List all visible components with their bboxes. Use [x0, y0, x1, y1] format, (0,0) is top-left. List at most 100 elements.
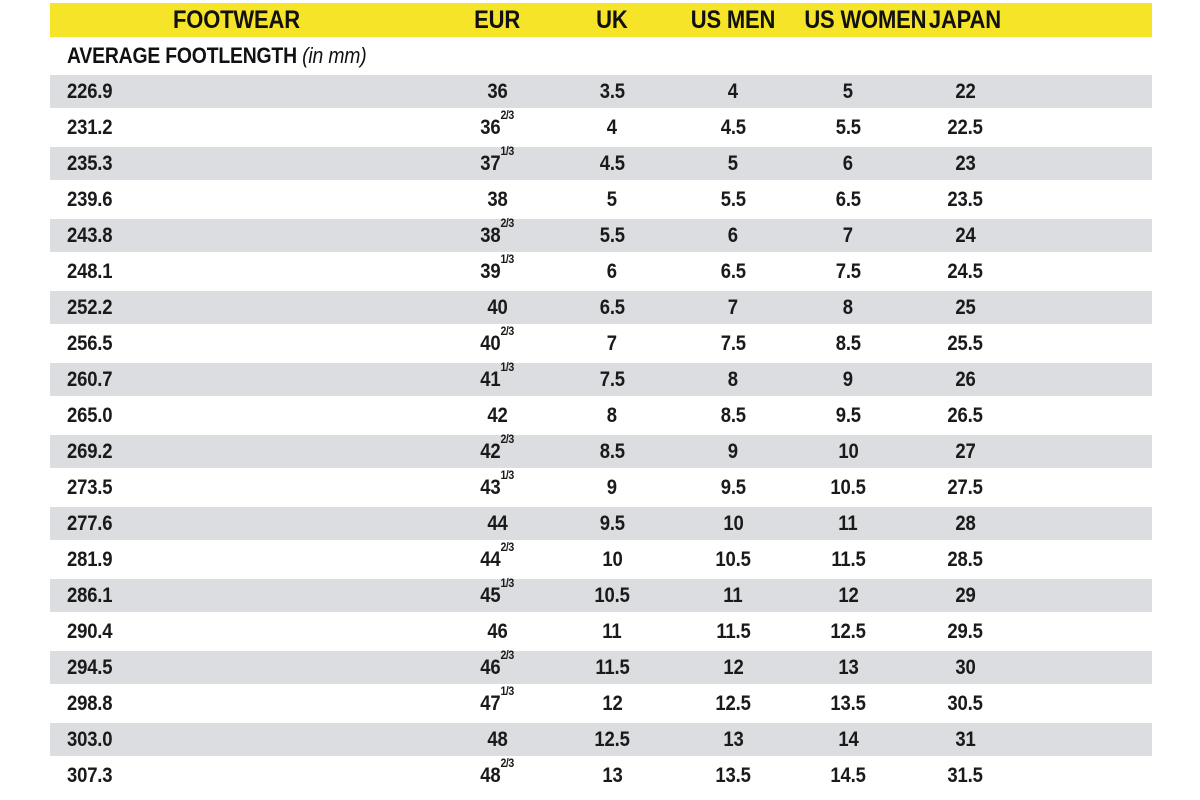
footlength-value: 265.0 — [67, 404, 113, 427]
cell-uk: 4.5 — [554, 147, 670, 183]
cell-us-women: 7 — [796, 219, 900, 255]
us-men-value: 12 — [722, 656, 744, 679]
cell-footlength: 307.3 — [50, 759, 440, 795]
eur-value: 36 — [480, 116, 501, 139]
cell-eur: 371/3 — [440, 145, 554, 183]
cell-us-men: 9.5 — [670, 471, 796, 507]
cell-us-men: 13 — [670, 723, 796, 759]
cell-us-men: 7.5 — [670, 327, 796, 363]
cell-japan: 29 — [900, 579, 1030, 615]
table-row: 290.4 46 11 11.5 12.5 29.5 — [50, 615, 1152, 651]
us-women-value: 13 — [837, 656, 859, 679]
cell-japan: 31.5 — [900, 759, 1030, 795]
footlength-value: 273.5 — [67, 476, 113, 499]
column-header-us-women: US WOMEN — [796, 3, 927, 37]
eur-value: 44 — [480, 548, 501, 571]
cell-eur: 46 — [440, 615, 554, 651]
footlength-value: 281.9 — [67, 548, 113, 571]
cell-filler — [1030, 723, 1152, 759]
us-men-value: 10.5 — [715, 548, 751, 571]
us-women-value: 9.5 — [835, 404, 861, 427]
uk-value: 7.5 — [599, 368, 625, 391]
eur-value: 42 — [480, 440, 501, 463]
eur-value: 45 — [480, 584, 501, 607]
cell-japan: 24 — [900, 219, 1030, 255]
header-row: FOOTWEAR EUR UK US MEN US WOMEN JAPAN — [50, 3, 1152, 37]
cell-footlength: 269.2 — [50, 435, 440, 471]
us-women-value: 14 — [837, 728, 859, 751]
cell-footlength: 252.2 — [50, 291, 440, 327]
eur-fraction: 1/3 — [500, 576, 514, 590]
us-women-value: 6 — [842, 152, 854, 175]
cell-uk: 11 — [554, 615, 670, 651]
footwear-size-chart: FOOTWEAR EUR UK US MEN US WOMEN JAPAN — [50, 3, 1152, 795]
japan-value: 30.5 — [947, 692, 983, 715]
size-table-body: 226.9 36 3.5 4 5 22 231.2 362/3 4 4.5 — [50, 75, 1152, 795]
column-header-japan-label: JAPAN — [928, 5, 1002, 34]
cell-us-women: 5 — [796, 75, 900, 111]
cell-eur: 471/3 — [440, 685, 554, 723]
cell-us-women: 14.5 — [796, 759, 900, 795]
japan-value: 26.5 — [947, 404, 983, 427]
cell-japan: 24.5 — [900, 255, 1030, 291]
japan-value: 24 — [954, 224, 976, 247]
cell-us-men: 4.5 — [670, 111, 796, 147]
cell-footlength: 239.6 — [50, 183, 440, 219]
cell-japan: 26.5 — [900, 399, 1030, 435]
eur-value: 42 — [486, 404, 508, 427]
eur-fraction: 2/3 — [500, 108, 514, 122]
eur-value: 40 — [480, 332, 501, 355]
cell-us-women: 11.5 — [796, 543, 900, 579]
us-women-value: 5.5 — [835, 116, 861, 139]
cell-uk: 8.5 — [554, 435, 670, 471]
column-header-us-men: US MEN — [670, 3, 796, 37]
us-women-value: 6.5 — [835, 188, 861, 211]
cell-filler — [1030, 291, 1152, 327]
japan-value: 25.5 — [947, 332, 983, 355]
cell-japan: 23.5 — [900, 183, 1030, 219]
uk-value: 7 — [606, 332, 618, 355]
table-row: 239.6 38 5 5.5 6.5 23.5 — [50, 183, 1152, 219]
us-women-value: 13.5 — [830, 692, 866, 715]
cell-filler — [1030, 327, 1152, 363]
table-row: 277.6 44 9.5 10 11 28 — [50, 507, 1152, 543]
japan-value: 31 — [954, 728, 976, 751]
footlength-value: 269.2 — [67, 440, 113, 463]
cell-us-men: 6 — [670, 219, 796, 255]
table-row: 273.5 431/3 9 9.5 10.5 27.5 — [50, 469, 1152, 507]
footlength-value: 303.0 — [67, 728, 113, 751]
table-row: 243.8 382/3 5.5 6 7 24 — [50, 217, 1152, 255]
table-row: 226.9 36 3.5 4 5 22 — [50, 75, 1152, 111]
cell-filler — [1030, 75, 1152, 111]
japan-value: 28 — [954, 512, 976, 535]
eur-value: 48 — [480, 764, 501, 787]
cell-filler — [1030, 507, 1152, 543]
us-men-value: 5 — [727, 152, 739, 175]
eur-fraction: 1/3 — [500, 252, 514, 266]
cell-us-women: 10 — [796, 435, 900, 471]
us-women-value: 10 — [837, 440, 859, 463]
cell-us-women: 12 — [796, 579, 900, 615]
us-women-value: 8.5 — [835, 332, 861, 355]
cell-eur: 411/3 — [440, 361, 554, 399]
japan-value: 23 — [954, 152, 976, 175]
eur-fraction: 2/3 — [500, 756, 514, 770]
footlength-value: 277.6 — [67, 512, 113, 535]
cell-us-women: 6 — [796, 147, 900, 183]
cell-footlength: 243.8 — [50, 219, 440, 255]
cell-filler — [1030, 147, 1152, 183]
cell-us-men: 12.5 — [670, 687, 796, 723]
eur-value: 37 — [480, 152, 501, 175]
cell-filler — [1030, 435, 1152, 471]
eur-value: 43 — [480, 476, 501, 499]
uk-value: 9.5 — [599, 512, 625, 535]
cell-us-women: 13.5 — [796, 687, 900, 723]
cell-us-men: 9 — [670, 435, 796, 471]
cell-us-men: 6.5 — [670, 255, 796, 291]
footlength-value: 231.2 — [67, 116, 113, 139]
cell-us-women: 7.5 — [796, 255, 900, 291]
cell-footlength: 260.7 — [50, 363, 440, 399]
cell-footlength: 231.2 — [50, 111, 440, 147]
column-header-uk-label: UK — [596, 5, 628, 34]
table-row: 248.1 391/3 6 6.5 7.5 24.5 — [50, 252, 1152, 291]
